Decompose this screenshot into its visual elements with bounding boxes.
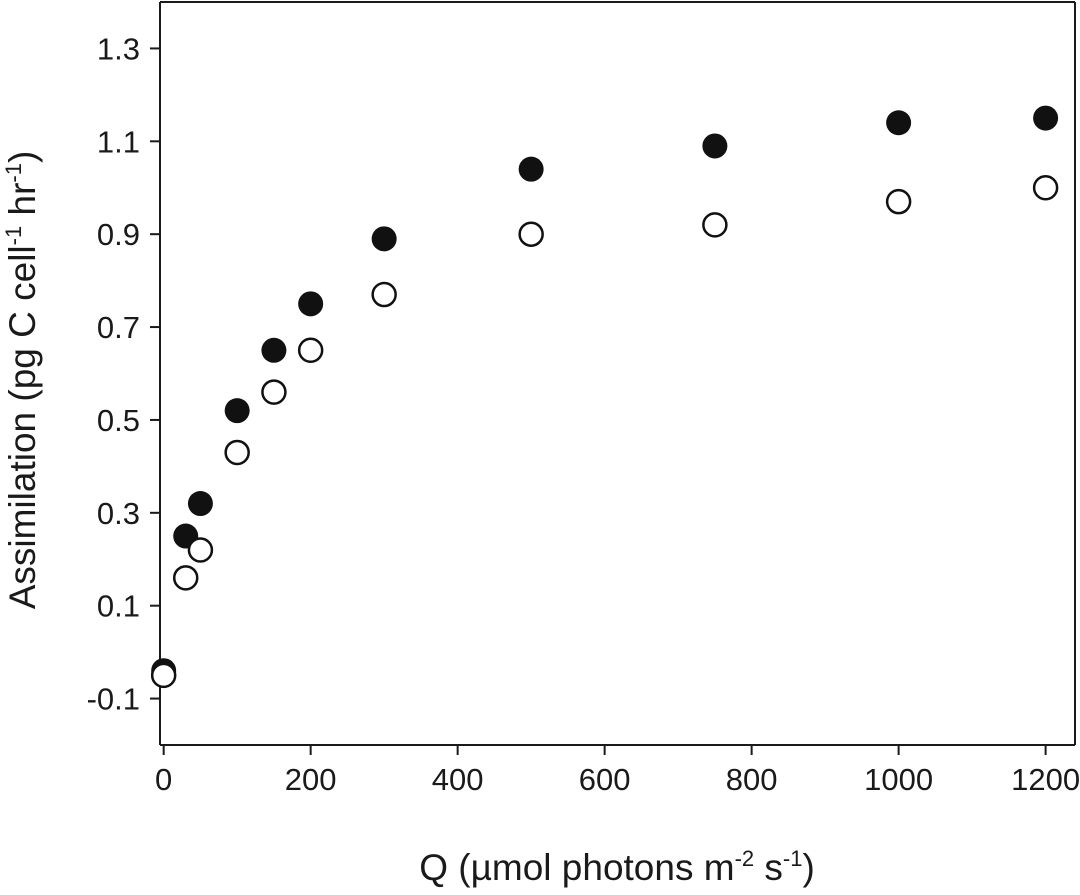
open-data-point [371, 281, 397, 308]
open-data-point [297, 337, 324, 364]
filled-data-point [371, 226, 397, 252]
x-tick-label: 1000 [864, 762, 933, 797]
filled-data-point [886, 110, 912, 136]
filled-data-point [1033, 105, 1059, 131]
y-tick-label: 0.5 [97, 403, 140, 438]
x-tick-label: 1200 [1011, 762, 1080, 797]
x-tick-label: 0 [155, 762, 172, 797]
x-tick-label: 400 [432, 762, 484, 797]
filled-data-point [224, 398, 250, 424]
x-tick-label: 800 [726, 762, 778, 797]
filled-data-point [702, 133, 728, 159]
y-tick-label: 0.3 [97, 496, 140, 531]
plot-frame [159, 1, 1076, 746]
y-tick-label: 1.3 [97, 31, 140, 66]
y-tick-label: -0.1 [87, 682, 140, 717]
data-points [150, 105, 1059, 689]
x-tick-label: 200 [285, 762, 337, 797]
filled-data-point [518, 156, 544, 182]
filled-data-point [261, 337, 287, 363]
open-data-point [172, 565, 199, 591]
filled-data-point [187, 491, 213, 517]
y-tick-label: 0.9 [97, 217, 140, 252]
open-data-point [1032, 175, 1059, 201]
y-tick-label: 0.7 [97, 310, 140, 345]
open-data-point [224, 439, 250, 466]
open-data-point [702, 212, 728, 238]
open-data-point [518, 221, 544, 247]
open-data-point [187, 537, 214, 563]
filled-data-point [298, 291, 324, 317]
open-data-point [261, 379, 287, 405]
open-data-point [150, 662, 177, 689]
open-data-point [885, 188, 912, 215]
x-axis-ticks: 0 200 400 600 800 1000 1200 [155, 745, 1080, 797]
x-axis-title: Q (µmol photons m-2 s-1) [419, 846, 815, 888]
y-tick-label: 1.1 [97, 124, 140, 159]
y-axis-ticks: -0.1 0.1 0.3 0.5 0.7 0.9 1.1 1.3 [87, 31, 160, 717]
y-axis-title: Assimilation (pg C cell-1 hr-1) [1, 151, 43, 610]
x-tick-label: 600 [579, 762, 631, 797]
y-tick-label: 0.1 [97, 589, 140, 624]
